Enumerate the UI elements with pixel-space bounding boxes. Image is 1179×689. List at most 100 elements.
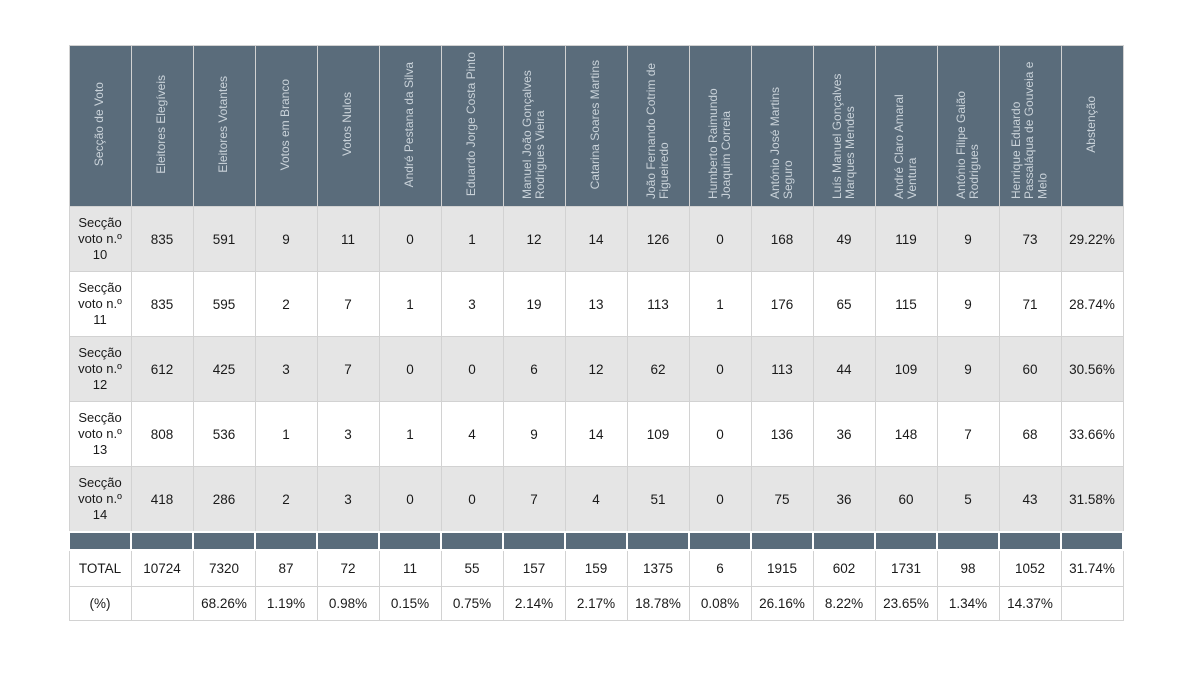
separator-cell (626, 531, 690, 551)
header-row: Secção de Voto Eleitores Elegíveis Eleit… (68, 45, 1124, 207)
table-cell: 0 (440, 466, 504, 533)
table-cell: 87 (254, 549, 318, 587)
column-header-candidate-8: Luís Manuel Gonçalves Marques Mendes (812, 45, 876, 207)
table-cell: 0.08% (688, 586, 752, 621)
table-cell: 0 (378, 466, 442, 533)
table-cell: 31.74% (1060, 549, 1124, 587)
table-cell: 0 (688, 336, 752, 402)
table-cell: 1375 (626, 549, 690, 587)
table-cell: 0 (378, 336, 442, 402)
table-cell: 126 (626, 206, 690, 272)
table-cell: 60 (998, 336, 1062, 402)
separator-cell (254, 531, 318, 551)
table-cell: 12 (564, 336, 628, 402)
column-header-candidate-4: Catarina Soares Martins (564, 45, 628, 207)
separator-cell (564, 531, 628, 551)
table-cell: 119 (874, 206, 938, 272)
table-row: Secção voto n.º 10 835 591 9 11 0 1 12 14 126 0 168… (68, 206, 1124, 272)
table-cell: 9 (502, 401, 566, 467)
table-cell: 49 (812, 206, 876, 272)
table-cell: 23.65% (874, 586, 938, 621)
table-cell: 29.22% (1060, 206, 1124, 272)
total-row: TOTAL 10724 7320 87 72 11 55 157 159 1375 6 1915 602… (68, 549, 1124, 587)
table-cell: 98 (936, 549, 1000, 587)
table-cell: 28.74% (1060, 271, 1124, 337)
separator-cell (1060, 531, 1124, 551)
table-cell: 73 (998, 206, 1062, 272)
table-cell: 1 (254, 401, 318, 467)
table-cell: 62 (626, 336, 690, 402)
table-cell: 1 (688, 271, 752, 337)
table-cell: 159 (564, 549, 628, 587)
table-row: Secção voto n.º 13 808 536 1 3 1 4 9 14 109 0 136 36… (68, 401, 1124, 467)
table-cell: 71 (998, 271, 1062, 337)
table-cell: 33.66% (1060, 401, 1124, 467)
table-cell: 0.98% (316, 586, 380, 621)
table-cell (1060, 586, 1124, 621)
table-cell: 1.19% (254, 586, 318, 621)
table-cell: 109 (874, 336, 938, 402)
table-cell: 168 (750, 206, 814, 272)
table-row: Secção voto n.º 12 612 425 3 7 0 0 6 12 62 0 113 44 1… (68, 336, 1124, 402)
table-cell: 157 (502, 549, 566, 587)
table-cell: 6 (688, 549, 752, 587)
column-header-candidate-2: Eduardo Jorge Costa Pinto (440, 45, 504, 207)
separator-cell (316, 531, 380, 551)
separator-row (68, 531, 1124, 551)
column-header-eleitores-votantes: Eleitores Votantes (192, 45, 256, 207)
separator-cell (192, 531, 256, 551)
table-cell: 286 (192, 466, 256, 533)
table-cell: 2 (254, 466, 318, 533)
table-cell: 30.56% (1060, 336, 1124, 402)
column-header-candidate-5: João Fernando Cotrim de Figueiredo (626, 45, 690, 207)
table-cell: 7320 (192, 549, 256, 587)
table-cell: 31.58% (1060, 466, 1124, 533)
table-cell: 148 (874, 401, 938, 467)
separator-cell (378, 531, 442, 551)
separator-cell (936, 531, 1000, 551)
separator-cell (750, 531, 814, 551)
row-label-cell: Secção voto n.º 12 (68, 336, 132, 402)
table-cell: 2 (254, 271, 318, 337)
table-cell: 11 (316, 206, 380, 272)
column-header-votos-branco: Votos em Branco (254, 45, 318, 207)
table-cell: 0.15% (378, 586, 442, 621)
table-cell: 36 (812, 401, 876, 467)
table-cell: 7 (502, 466, 566, 533)
table-cell: 2.14% (502, 586, 566, 621)
table-cell: 136 (750, 401, 814, 467)
column-header-seccao: Secção de Voto (68, 45, 132, 207)
row-label-cell: Secção voto n.º 14 (68, 466, 132, 533)
table-cell: 595 (192, 271, 256, 337)
table-cell: 113 (626, 271, 690, 337)
election-results-table: Secção de Voto Eleitores Elegíveis Eleit… (68, 45, 1124, 621)
table-cell: 418 (130, 466, 194, 533)
table-cell: 13 (564, 271, 628, 337)
table-cell: 72 (316, 549, 380, 587)
table-cell: 36 (812, 466, 876, 533)
table-cell: 1 (440, 206, 504, 272)
column-header-candidate-3: Manuel João Gonçalves Rodrigues Vieira (502, 45, 566, 207)
table-cell: 68 (998, 401, 1062, 467)
table-cell: 1 (378, 271, 442, 337)
table-cell: 9 (936, 336, 1000, 402)
table-cell: 6 (502, 336, 566, 402)
table-cell: 835 (130, 206, 194, 272)
column-header-candidate-7: António José Martins Seguro (750, 45, 814, 207)
table-cell: 425 (192, 336, 256, 402)
column-header-candidate-1: André Pestana da Silva (378, 45, 442, 207)
separator-cell (502, 531, 566, 551)
table-cell: 19 (502, 271, 566, 337)
table-cell: 10724 (130, 549, 194, 587)
table-cell: 7 (936, 401, 1000, 467)
table-cell: 1915 (750, 549, 814, 587)
table-cell: 536 (192, 401, 256, 467)
separator-cell (998, 531, 1062, 551)
column-header-candidate-6: Humberto Raimundo Joaquim Correia (688, 45, 752, 207)
column-header-candidate-9: André Claro Amaral Ventura (874, 45, 938, 207)
table-cell: 3 (316, 401, 380, 467)
percent-row: (%) 68.26% 1.19% 0.98% 0.15% 0.75% 2.14% 2.17% 1… (68, 586, 1124, 621)
table-cell: 4 (440, 401, 504, 467)
separator-cell (130, 531, 194, 551)
table-row: Secção voto n.º 14 418 286 2 3 0 0 7 4 51 0 75 36 60 5… (68, 466, 1124, 533)
